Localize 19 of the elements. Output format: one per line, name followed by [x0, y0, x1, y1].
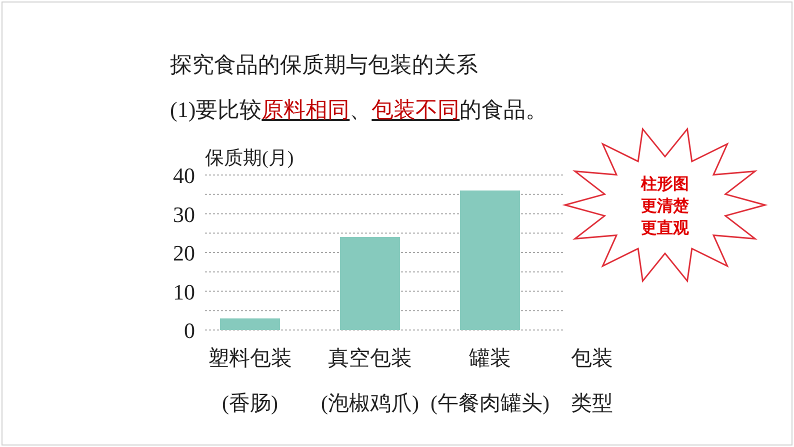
- ylabel: 保质期(月): [205, 148, 294, 169]
- xtick: 真空包装: [328, 346, 412, 370]
- xtick: (香肠): [222, 391, 278, 415]
- ytick: 40: [173, 163, 195, 188]
- ytick: 20: [173, 240, 195, 266]
- ytick: 10: [173, 279, 195, 304]
- title: 探究食品的保质期与包装的关系: [170, 51, 478, 79]
- xtick: 塑料包装: [208, 346, 292, 370]
- xtick: (午餐肉罐头): [430, 391, 550, 415]
- ytick: 30: [173, 202, 195, 227]
- annotation: 柱形图: [641, 174, 689, 193]
- xtick: (泡椒鸡爪): [321, 391, 419, 415]
- annotation: 更清楚: [641, 196, 689, 215]
- xtick: 罐装: [469, 346, 511, 370]
- subtitle: (1)要比较原料相同、包装不同的食品。: [170, 96, 548, 124]
- xlabel: 类型: [571, 391, 613, 415]
- annotation: 更直观: [641, 218, 689, 237]
- ytick: 0: [184, 318, 195, 343]
- xlabel: 包装: [571, 346, 613, 370]
